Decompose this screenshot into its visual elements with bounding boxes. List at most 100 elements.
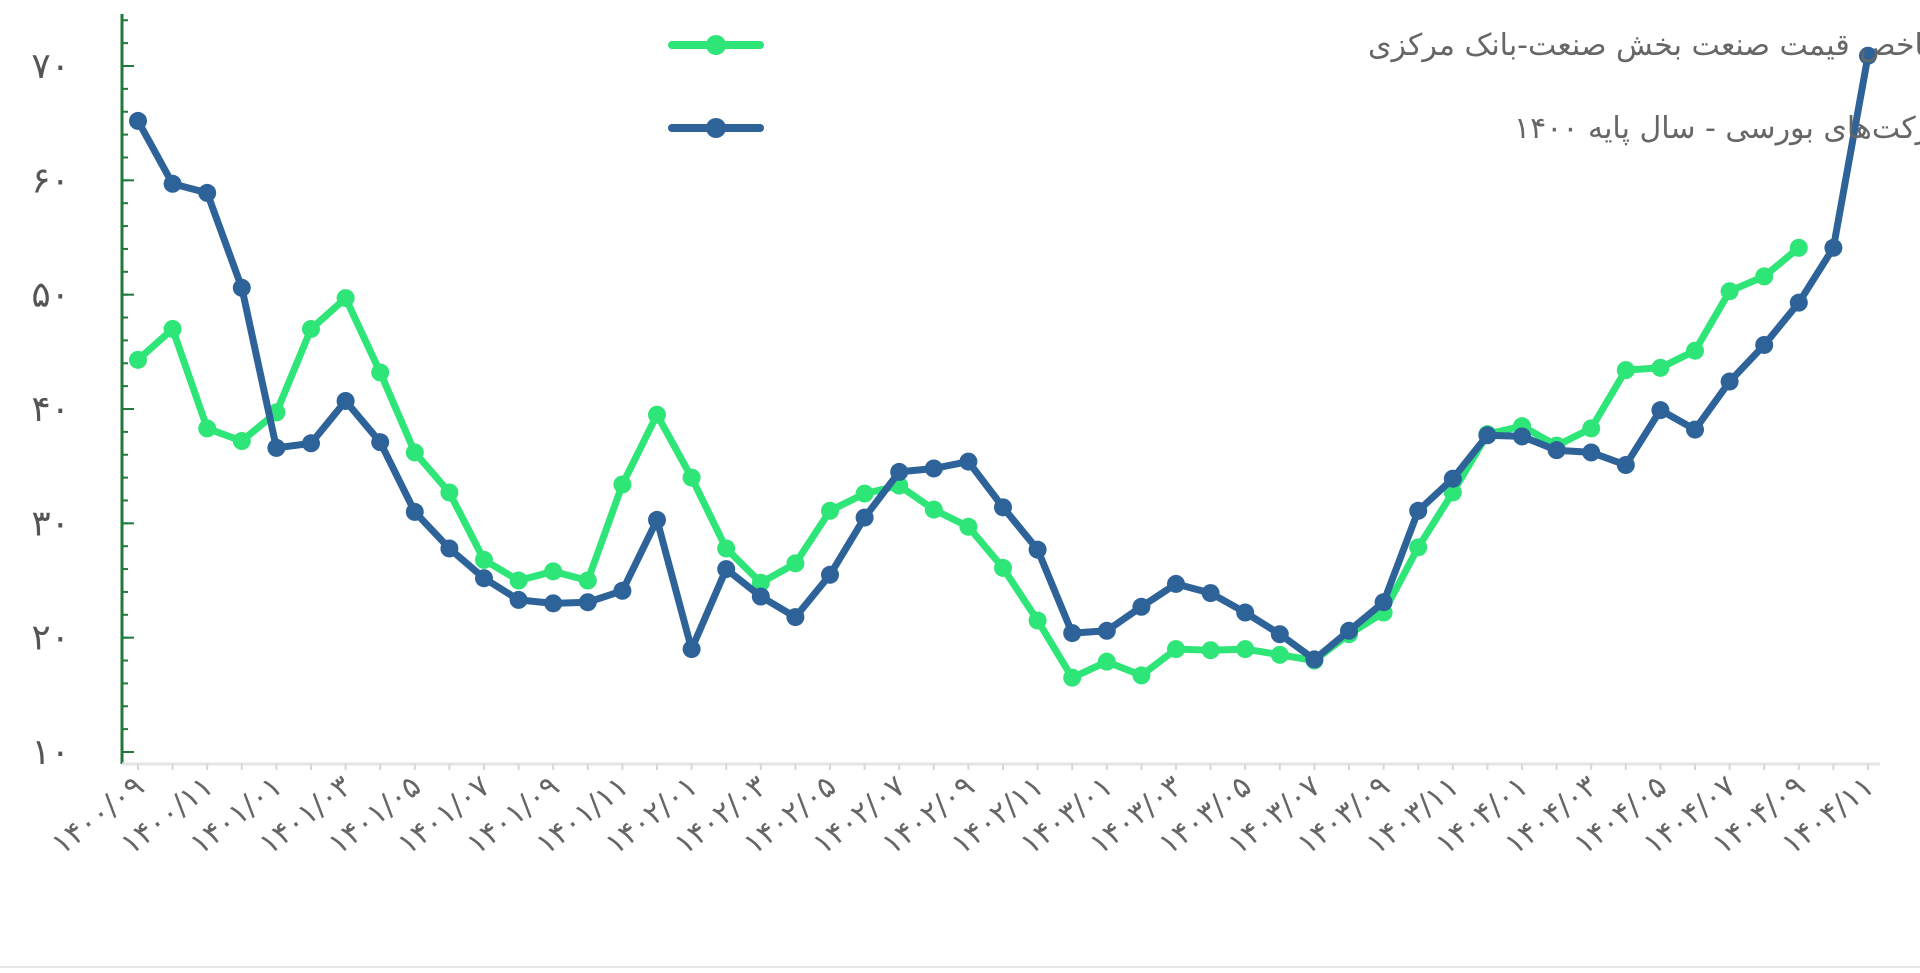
data-point xyxy=(1201,641,1220,660)
data-point xyxy=(1755,335,1774,354)
data-point xyxy=(371,363,390,382)
y-tick-label: ۱۰ xyxy=(31,732,70,773)
data-point xyxy=(129,111,147,130)
data-point xyxy=(682,640,701,659)
data-point xyxy=(1374,593,1393,612)
y-tick-label: ۶۰ xyxy=(31,160,70,201)
data-point xyxy=(1063,624,1082,643)
data-point xyxy=(475,569,493,588)
data-point xyxy=(232,278,251,297)
data-point xyxy=(682,468,701,487)
data-point xyxy=(232,432,251,451)
data-point xyxy=(1028,540,1047,559)
data-point xyxy=(1167,640,1185,659)
data-point xyxy=(1132,597,1151,616)
data-point xyxy=(405,502,424,521)
data-point xyxy=(1340,621,1358,640)
data-point xyxy=(717,560,736,579)
data-point xyxy=(1686,420,1704,439)
data-point xyxy=(578,571,597,590)
data-point xyxy=(1789,238,1808,257)
data-point xyxy=(1132,666,1151,685)
data-point xyxy=(1651,358,1670,377)
data-point xyxy=(1270,645,1289,664)
data-point xyxy=(1443,483,1462,502)
data-point xyxy=(1824,238,1843,257)
data-point xyxy=(1859,46,1877,65)
data-point xyxy=(786,554,805,573)
legend-swatch-marker xyxy=(706,118,726,138)
data-point xyxy=(959,517,978,536)
data-point xyxy=(1409,501,1428,520)
data-point xyxy=(1789,293,1808,312)
data-point xyxy=(578,593,597,612)
data-point xyxy=(855,484,874,503)
data-point xyxy=(302,434,320,453)
data-point xyxy=(440,483,459,502)
data-point xyxy=(1720,372,1739,391)
y-tick-label: ۴۰ xyxy=(31,389,70,430)
data-point xyxy=(1616,361,1635,380)
bottom-divider xyxy=(0,966,1920,968)
data-point xyxy=(198,419,217,438)
legend: شاخص قیمت صنعت بخش صنعت-بانک مرکزی شاخص ق… xyxy=(668,28,1920,146)
data-point xyxy=(1443,469,1462,488)
legend-label: شاخص قیمت صنعت- شرکت‌های بورسی - سال پای… xyxy=(1514,111,1920,146)
data-point xyxy=(544,562,563,581)
data-point xyxy=(959,452,978,471)
data-point xyxy=(267,438,286,457)
data-point xyxy=(855,508,874,527)
data-point xyxy=(924,459,943,478)
y-tick-label: ۳۰ xyxy=(31,503,70,544)
data-point xyxy=(751,573,770,592)
data-point xyxy=(613,475,632,494)
data-point xyxy=(198,183,217,202)
legend-item-1: شاخص قیمت صنعت بخش صنعت-بانک مرکزی xyxy=(668,28,1920,63)
data-point xyxy=(1582,443,1601,462)
data-point xyxy=(1686,341,1704,360)
data-point xyxy=(994,558,1012,577)
data-point xyxy=(129,350,147,369)
data-point xyxy=(1028,611,1047,630)
data-point xyxy=(1097,652,1116,671)
data-point xyxy=(544,594,563,613)
data-point xyxy=(648,510,666,529)
data-point xyxy=(751,587,770,606)
data-point xyxy=(648,405,666,424)
data-point xyxy=(1720,282,1739,301)
data-point xyxy=(786,608,805,627)
data-point xyxy=(509,571,528,590)
data-point xyxy=(613,581,632,600)
data-point xyxy=(1236,603,1255,622)
data-point xyxy=(924,500,943,519)
data-point xyxy=(1582,419,1601,438)
data-point xyxy=(440,539,459,558)
legend-item-2: شاخص قیمت صنعت- شرکت‌های بورسی - سال پای… xyxy=(668,111,1920,146)
data-point xyxy=(1063,668,1082,687)
data-point xyxy=(336,391,355,410)
data-point xyxy=(1616,456,1635,475)
data-point xyxy=(336,289,355,308)
data-point xyxy=(1409,538,1428,557)
y-tick-label: ۷۰ xyxy=(31,46,70,87)
data-point xyxy=(1201,584,1220,603)
data-point xyxy=(405,443,424,462)
series-layer xyxy=(129,46,1877,687)
data-point xyxy=(1270,625,1289,644)
data-point xyxy=(994,498,1012,517)
data-point xyxy=(475,550,493,569)
data-point xyxy=(1755,267,1774,286)
data-point xyxy=(1167,574,1185,593)
data-point xyxy=(1651,401,1670,420)
data-point xyxy=(302,319,320,338)
legend-swatch-marker xyxy=(706,35,726,55)
data-point xyxy=(890,462,909,481)
data-point xyxy=(1513,427,1531,446)
y-tick-label: ۵۰ xyxy=(31,275,70,316)
y-tick-label: ۲۰ xyxy=(31,618,70,659)
data-point xyxy=(1305,650,1324,669)
data-point xyxy=(1547,441,1566,460)
data-point xyxy=(1097,621,1116,640)
